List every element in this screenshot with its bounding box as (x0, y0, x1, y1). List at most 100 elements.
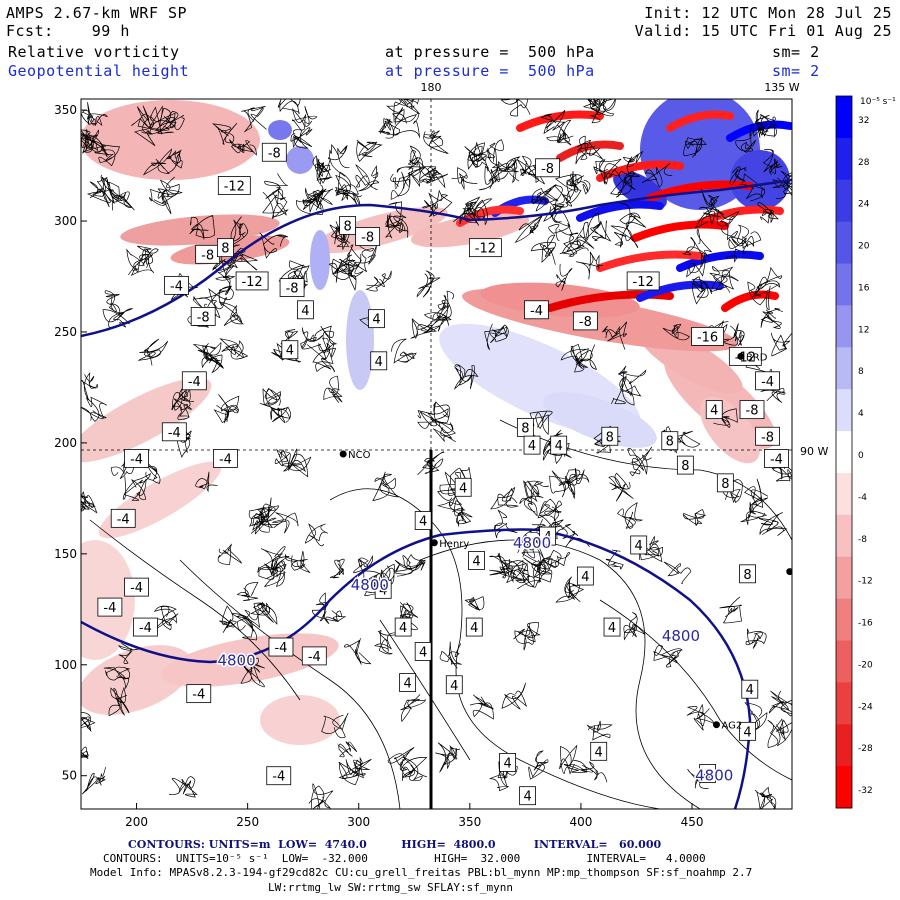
contour-line (729, 166, 748, 185)
contour-line (485, 139, 504, 166)
label-text: -4 (117, 512, 130, 527)
contour-label: -8 (739, 400, 765, 420)
label-box (454, 477, 472, 497)
label-text: -4 (130, 452, 143, 467)
contour-line (280, 329, 298, 345)
contour-line (81, 746, 89, 760)
label-box (235, 271, 269, 291)
y-tick-label: 250 (54, 325, 77, 339)
contour-line (662, 324, 690, 341)
contour-line (497, 553, 527, 584)
colorbar-swatch (836, 347, 852, 390)
colorbar-label: -24 (858, 702, 873, 712)
contour-label: -4 (181, 371, 207, 391)
vorticity-area (260, 695, 340, 745)
contour-label: -8 (195, 244, 221, 264)
contour-line (217, 543, 242, 565)
label-box (523, 435, 541, 455)
contour-line (396, 554, 427, 577)
footer-physics: LW:rrtmg_lw SW:rrtmg_sw SFLAY:sf_mynn (268, 881, 514, 894)
label-text: -4 (272, 770, 285, 785)
contour-line (757, 202, 779, 224)
contour-line (419, 539, 701, 809)
contour-line (131, 118, 156, 147)
label-box (661, 431, 679, 451)
label-box (603, 617, 621, 637)
label-box (550, 435, 568, 455)
y-tick-label: 200 (54, 436, 77, 450)
contour-label: 4 (399, 673, 417, 692)
contour-line (711, 408, 738, 429)
colorbar-label: -4 (858, 493, 867, 503)
meridian-label-135w: 135 W (764, 81, 799, 94)
contour-line (448, 500, 473, 527)
contour-line (387, 747, 415, 771)
contour-line (593, 158, 622, 185)
station-dot (712, 721, 720, 729)
contour-line (538, 514, 564, 541)
contour-line (323, 375, 343, 403)
contour-line (694, 206, 721, 229)
x-tick-label: 300 (347, 815, 370, 829)
label-box (133, 617, 158, 637)
label-text: 4 (379, 583, 387, 598)
colorbar-swatch (836, 431, 852, 474)
contour-line (590, 99, 616, 124)
contour-line (683, 137, 707, 158)
contour-line (211, 122, 238, 145)
contour-line (94, 144, 120, 167)
contour-line (407, 145, 424, 170)
label-text: 4 (710, 404, 718, 419)
contour-label: -4 (124, 577, 149, 597)
contour-line (701, 188, 725, 216)
contour-label: -8 (355, 227, 381, 246)
contour-line (610, 170, 641, 198)
label-box (590, 741, 608, 761)
contour-line (537, 498, 563, 522)
label-box (266, 766, 292, 786)
contour-line (464, 141, 487, 168)
contour-label: 8 (339, 216, 357, 235)
contour-line (122, 472, 152, 501)
label-box (468, 238, 502, 258)
contour-line (762, 148, 783, 175)
height-label: 4800 (513, 534, 551, 552)
label-text: 4 (581, 570, 589, 585)
label-text: 8 (721, 477, 729, 492)
label-box (535, 158, 560, 178)
contour-line (324, 610, 347, 624)
contour-line (623, 612, 646, 641)
label-text: 8 (521, 421, 529, 436)
pressure-level-2: at pressure = 500 hPa (385, 62, 595, 80)
station-label: Henry (439, 539, 469, 550)
label-box (181, 371, 207, 391)
contour-line (228, 139, 257, 156)
contour-line (740, 497, 769, 525)
contour-line (735, 133, 756, 153)
vorticity-area (346, 290, 374, 390)
label-text: -4 (770, 452, 783, 467)
contour-line (513, 622, 541, 651)
contour-line (716, 209, 740, 241)
contour-line (334, 186, 361, 207)
contour-line (576, 251, 603, 280)
contour-line (760, 308, 784, 329)
contour-line (585, 213, 612, 242)
y-tick-label: 300 (54, 214, 77, 228)
contour-line (391, 338, 417, 364)
contour-line (555, 576, 585, 603)
label-box (705, 400, 723, 420)
label-text: 4 (703, 768, 711, 783)
colorbar-label: -16 (858, 619, 873, 629)
label-box (414, 511, 432, 530)
label-text: -4 (130, 581, 143, 596)
label-box (699, 764, 716, 783)
label-text: -4 (219, 452, 232, 467)
contour-line (757, 114, 777, 138)
y-tick-label: 100 (54, 658, 77, 672)
label-box (394, 617, 412, 637)
height-label: 4800 (662, 627, 700, 645)
vorticity-area (81, 645, 193, 715)
contour-line (552, 185, 582, 208)
